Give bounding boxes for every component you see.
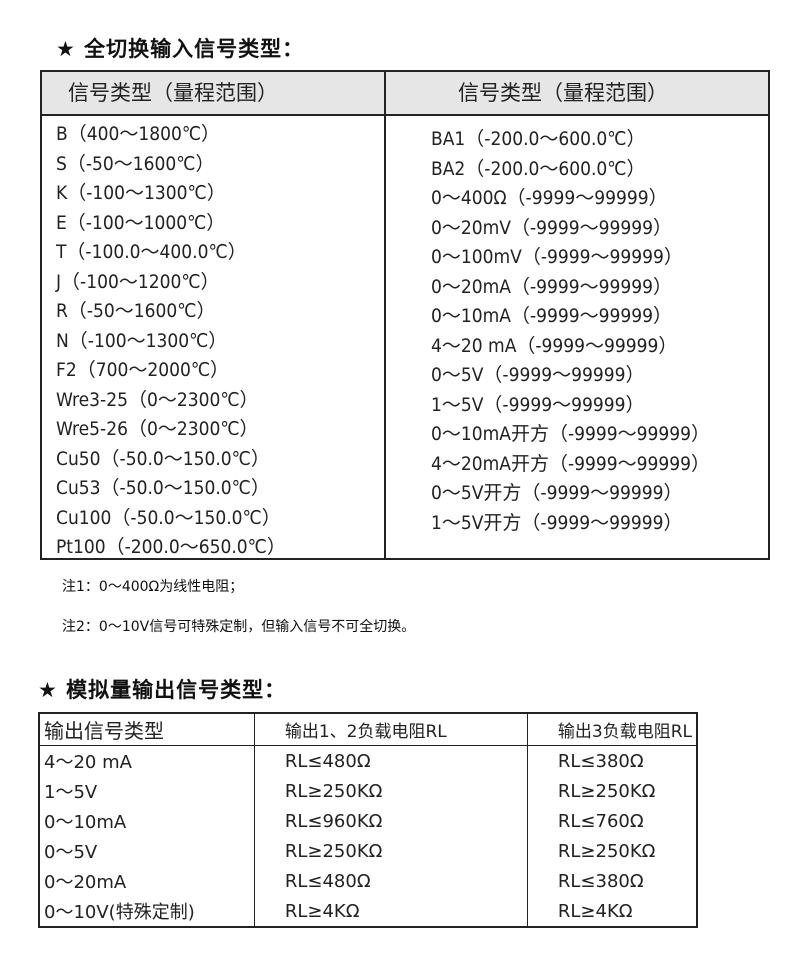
list-item: Wre5-26（0～2300℃） <box>56 418 259 440</box>
list-item: B（400～1800℃） <box>56 123 221 145</box>
table-row: 0～5V RL≥250KΩ RL≥250KΩ <box>38 836 698 866</box>
right-signal-list: BA1（-200.0～600.0℃） BA2（-200.0～600.0℃） 0～40… <box>386 116 710 560</box>
table-cell: RL≤480Ω <box>253 866 528 896</box>
list-item: R（-50～1600℃） <box>56 300 216 322</box>
list-item: Cu53（-50.0～150.0℃） <box>56 477 270 499</box>
table-cell: RL≤480Ω <box>253 745 528 776</box>
table-cell: 0～10V(特殊定制) <box>38 896 255 927</box>
header-cell: 输出3负载电阻RL <box>526 713 698 746</box>
list-item: N（-100～1300℃） <box>56 329 228 352</box>
table-cell: RL≤760Ω <box>526 806 698 836</box>
table-cell: RL≤960KΩ <box>253 806 528 836</box>
header-cell: 输出信号类型 <box>38 713 255 746</box>
list-item: BA2（-200.0～600.0℃） <box>431 157 646 180</box>
table-cell: RL≥250KΩ <box>526 776 698 806</box>
list-item: 1～5V开方（-9999～99999） <box>431 511 683 534</box>
header-cell: 输出1、2负载电阻RL <box>253 713 528 746</box>
list-item: E（-100～1000℃） <box>56 211 226 234</box>
list-item: 0～20mA（-9999～99999） <box>431 275 672 298</box>
table-cell: RL≥4KΩ <box>526 896 698 927</box>
list-item: BA1（-200.0～600.0℃） <box>431 128 646 150</box>
list-item: 4～20 mA（-9999～99999） <box>431 334 678 357</box>
list-item: Cu100（-50.0～150.0℃） <box>56 506 281 529</box>
table-row: 0～10V(特殊定制) RL≥4KΩ RL≥4KΩ <box>38 896 698 927</box>
list-item: 0～10mA（-9999～99999） <box>431 305 672 327</box>
table-row: 0～20mA RL≤480Ω RL≤380Ω <box>38 866 698 896</box>
table-cell: RL≥250KΩ <box>253 776 528 806</box>
section2-title: ★ 模拟量输出信号类型： <box>38 678 287 702</box>
list-item: 0～10mA开方（-9999～99999） <box>431 423 710 445</box>
table-row: 0～10mA RL≤960KΩ RL≤760Ω <box>38 806 698 836</box>
table-cell: 4～20 mA <box>38 745 255 776</box>
list-item: 0～20mV（-9999～99999） <box>431 216 672 239</box>
list-item: 0～5V（-9999～99999） <box>431 364 645 386</box>
list-item: 0～5V开方（-9999～99999） <box>431 482 683 504</box>
section1-title: ★ 全切换输入信号类型： <box>56 37 305 61</box>
output-signal-table: 输出信号类型 输出1、2负载电阻RL 输出3负载电阻RL 4～20 mA RL≤4… <box>38 712 698 928</box>
table-cell: 0～5V <box>38 836 255 866</box>
list-item: Pt100（-200.0～650.0℃） <box>56 536 286 558</box>
table-cell: 0～20mA <box>38 866 255 896</box>
table-header-row: 输出信号类型 输出1、2负载电阻RL 输出3负载电阻RL <box>38 713 698 746</box>
list-item: Wre3-25（0～2300℃） <box>56 388 259 411</box>
list-item: 0～100mV（-9999～99999） <box>431 246 683 268</box>
table-row: 4～20 mA RL≤480Ω RL≤380Ω <box>38 745 698 776</box>
list-item: J（-100～1200℃） <box>56 270 220 293</box>
table-row: 1～5V RL≥250KΩ RL≥250KΩ <box>38 776 698 806</box>
list-item: T（-100.0～400.0℃） <box>56 241 247 263</box>
list-item: K（-100～1300℃） <box>56 182 226 204</box>
list-item: 1～5V（-9999～99999） <box>431 393 645 416</box>
table-cell: 1～5V <box>38 776 255 806</box>
left-signal-list: B（400～1800℃） S（-50～1600℃） K（-100～1300℃） E（-… <box>42 116 386 560</box>
table-cell: RL≥250KΩ <box>253 836 528 866</box>
note-1: 注1：0～400Ω为线性电阻； <box>62 579 244 595</box>
list-item: F2（700～2000℃） <box>56 359 230 381</box>
input-signal-table: 信号类型（量程范围） 信号类型（量程范围） B（400～1800℃） S（-50～… <box>40 70 770 560</box>
table-cell: 0～10mA <box>38 806 255 836</box>
list-item: 4～20mA开方（-9999～99999） <box>431 452 710 475</box>
table-cell: RL≥4KΩ <box>253 896 528 927</box>
header-right: 信号类型（量程范围） <box>458 81 668 105</box>
list-item: 0～400Ω（-9999～99999） <box>431 187 668 209</box>
table-cell: RL≥250KΩ <box>526 836 698 866</box>
list-item: S（-50～1600℃） <box>56 152 215 175</box>
note-2: 注2：0～10V信号可特殊定制，但输入信号不可全切换。 <box>62 619 416 635</box>
table-cell: RL≤380Ω <box>526 866 698 896</box>
list-item: Cu50（-50.0～150.0℃） <box>56 447 270 470</box>
header-left: 信号类型（量程范围） <box>42 72 386 114</box>
table-cell: RL≤380Ω <box>526 745 698 776</box>
